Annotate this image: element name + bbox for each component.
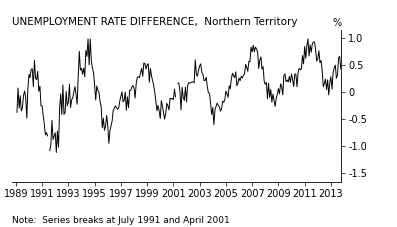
Text: UNEMPLOYMENT RATE DIFFERENCE,  Northern Territory: UNEMPLOYMENT RATE DIFFERENCE, Northern T… xyxy=(12,17,297,27)
Text: %: % xyxy=(332,18,341,28)
Text: Note:  Series breaks at July 1991 and April 2001: Note: Series breaks at July 1991 and Apr… xyxy=(12,216,229,225)
